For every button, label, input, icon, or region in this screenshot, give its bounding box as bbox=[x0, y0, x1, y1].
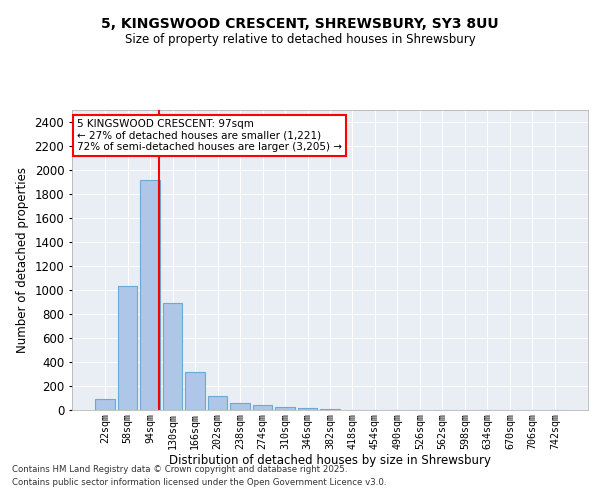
Bar bbox=[185, 372, 205, 410]
Bar bbox=[230, 404, 250, 410]
Bar bbox=[320, 409, 340, 410]
Text: Contains public sector information licensed under the Open Government Licence v3: Contains public sector information licen… bbox=[12, 478, 386, 487]
Text: Contains HM Land Registry data © Crown copyright and database right 2025.: Contains HM Land Registry data © Crown c… bbox=[12, 466, 347, 474]
Text: 5, KINGSWOOD CRESCENT, SHREWSBURY, SY3 8UU: 5, KINGSWOOD CRESCENT, SHREWSBURY, SY3 8… bbox=[101, 18, 499, 32]
Bar bbox=[208, 396, 227, 410]
X-axis label: Distribution of detached houses by size in Shrewsbury: Distribution of detached houses by size … bbox=[169, 454, 491, 468]
Bar bbox=[298, 408, 317, 410]
Bar bbox=[163, 303, 182, 410]
Text: Size of property relative to detached houses in Shrewsbury: Size of property relative to detached ho… bbox=[125, 32, 475, 46]
Text: 5 KINGSWOOD CRESCENT: 97sqm
← 27% of detached houses are smaller (1,221)
72% of : 5 KINGSWOOD CRESCENT: 97sqm ← 27% of det… bbox=[77, 119, 342, 152]
Bar bbox=[140, 180, 160, 410]
Bar bbox=[275, 407, 295, 410]
Bar bbox=[253, 405, 272, 410]
Bar bbox=[95, 399, 115, 410]
Bar bbox=[118, 286, 137, 410]
Y-axis label: Number of detached properties: Number of detached properties bbox=[16, 167, 29, 353]
